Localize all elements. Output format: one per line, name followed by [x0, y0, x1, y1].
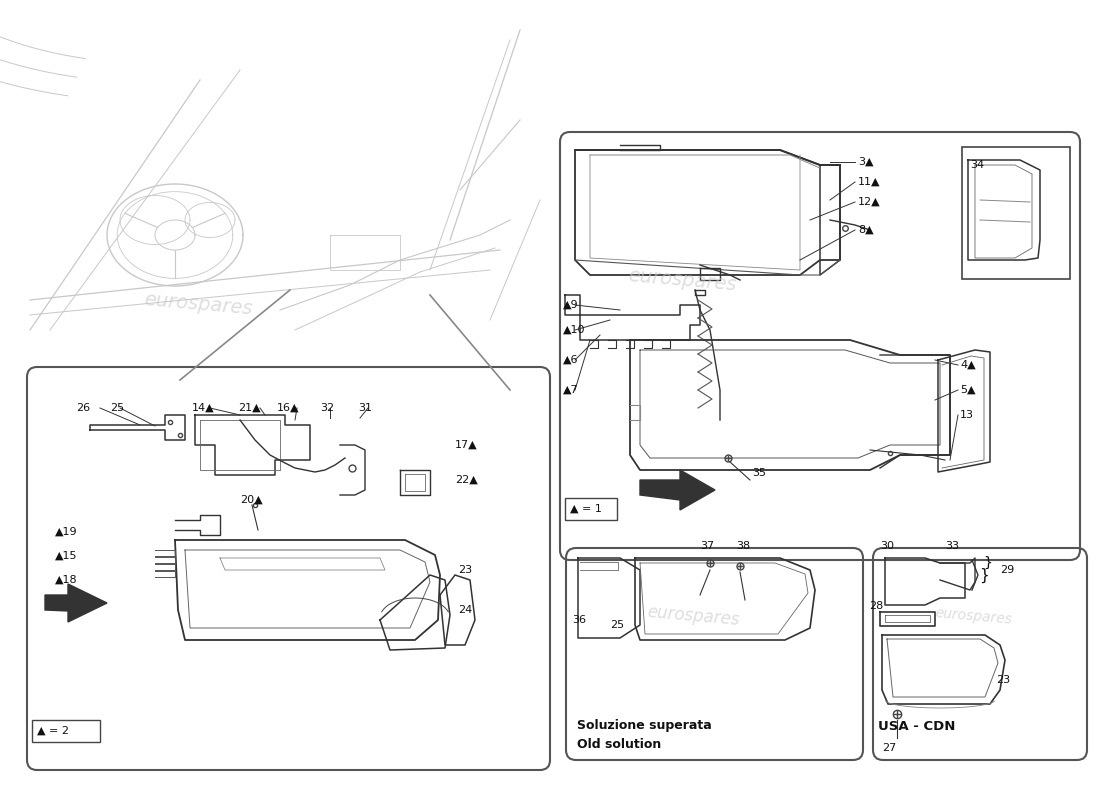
Text: 3▲: 3▲ — [858, 157, 873, 167]
Text: eurospares: eurospares — [934, 606, 1013, 626]
Text: 11▲: 11▲ — [858, 177, 880, 187]
Text: 26: 26 — [76, 403, 90, 413]
Text: ▲6: ▲6 — [563, 355, 579, 365]
Text: 32: 32 — [320, 403, 334, 413]
Text: ▲18: ▲18 — [55, 575, 78, 585]
Text: 28: 28 — [869, 601, 883, 611]
Polygon shape — [45, 584, 107, 622]
Text: 20▲: 20▲ — [240, 495, 263, 505]
Text: 30: 30 — [880, 541, 894, 551]
Text: ▲ = 1: ▲ = 1 — [570, 504, 602, 514]
Text: 25: 25 — [110, 403, 124, 413]
Text: Soluzione superata: Soluzione superata — [578, 719, 712, 733]
Text: 14▲: 14▲ — [192, 403, 215, 413]
Text: 12▲: 12▲ — [858, 197, 881, 207]
Text: eurospares: eurospares — [646, 603, 740, 629]
Text: }: } — [979, 567, 989, 582]
Text: 5▲: 5▲ — [960, 385, 976, 395]
Text: 31: 31 — [358, 403, 372, 413]
Text: ▲9: ▲9 — [563, 300, 579, 310]
Text: 34: 34 — [970, 160, 985, 170]
Text: ▲7: ▲7 — [563, 385, 579, 395]
Text: USA - CDN: USA - CDN — [878, 719, 956, 733]
Polygon shape — [640, 470, 715, 510]
Text: 22▲: 22▲ — [455, 475, 477, 485]
Text: 36: 36 — [572, 615, 586, 625]
Text: }: } — [983, 556, 992, 570]
Text: 13: 13 — [960, 410, 974, 420]
Text: 38: 38 — [736, 541, 750, 551]
Text: ▲15: ▲15 — [55, 551, 77, 561]
Text: 35: 35 — [752, 468, 766, 478]
Text: 23: 23 — [996, 675, 1010, 685]
Text: Old solution: Old solution — [578, 738, 661, 750]
Text: 16▲: 16▲ — [277, 403, 299, 413]
Text: 37: 37 — [700, 541, 714, 551]
Text: 24: 24 — [458, 605, 472, 615]
Text: 29: 29 — [1000, 565, 1014, 575]
Text: 23: 23 — [458, 565, 472, 575]
Bar — [962, 147, 1070, 279]
Bar — [565, 498, 617, 520]
Text: ▲19: ▲19 — [55, 527, 78, 537]
Text: 27: 27 — [882, 743, 896, 753]
Text: eurospares: eurospares — [627, 266, 737, 294]
Text: 8▲: 8▲ — [858, 225, 873, 235]
Text: 17▲: 17▲ — [455, 440, 477, 450]
Bar — [32, 720, 100, 742]
Text: eurospares: eurospares — [143, 290, 253, 318]
Text: ▲ = 2: ▲ = 2 — [37, 726, 69, 736]
Text: 21▲: 21▲ — [238, 403, 261, 413]
Text: 4▲: 4▲ — [960, 360, 976, 370]
Text: 33: 33 — [945, 541, 959, 551]
Text: ▲10: ▲10 — [563, 325, 585, 335]
Text: 25: 25 — [610, 620, 624, 630]
